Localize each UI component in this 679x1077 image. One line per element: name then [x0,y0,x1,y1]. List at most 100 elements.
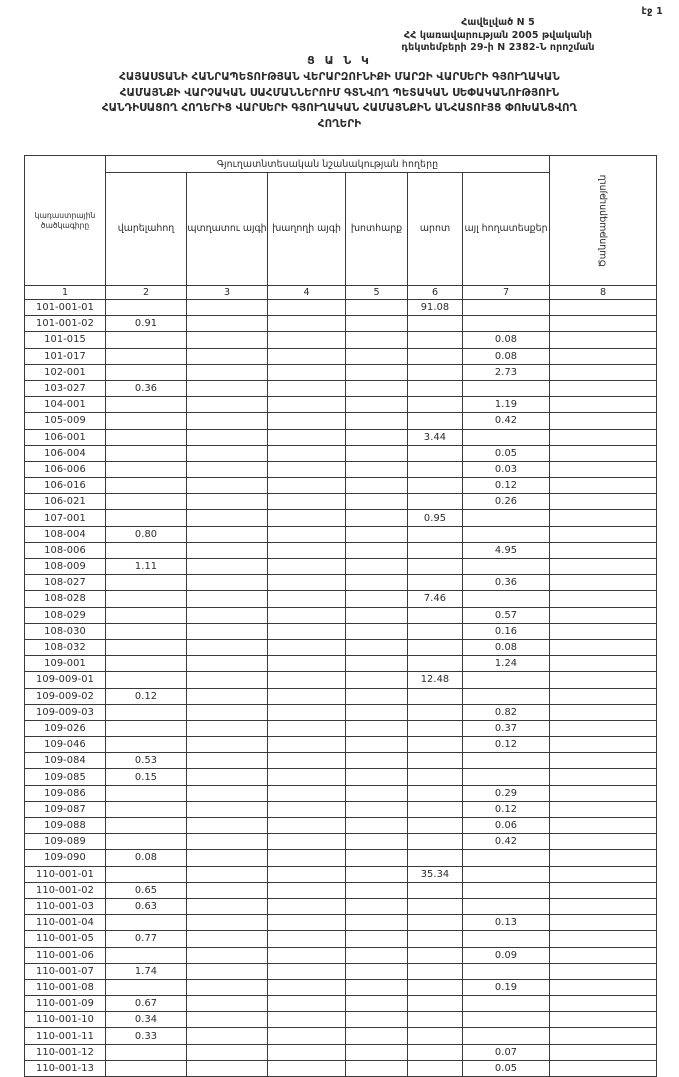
cell-notes [549,347,657,365]
table-row: 106-001 3.44 [24,428,657,446]
cell-orchard [186,655,268,673]
cell-pasture [407,655,463,673]
cell-pasture [407,978,463,997]
cell-orchard [186,816,268,835]
cell-vineyard [267,768,346,786]
cell-hayfield [345,557,408,576]
cell-hayfield [345,1027,408,1045]
cell-pasture [407,444,463,462]
cell-pasture [407,557,463,576]
table-body: 101-001-01 91.08 101-001-02 0.91 101-015 0.08… [24,298,657,1077]
cell-orchard [186,897,268,916]
table-row: 103-027 0.36 [24,379,657,398]
cell-other-lands [462,671,550,689]
cell-orchard [186,444,268,462]
table-row: 102-001 2.73 [24,363,657,381]
cell-notes [549,638,657,657]
cell-cadastral-code: 110-001-11 [24,1027,106,1045]
cell-pasture [407,412,463,430]
cell-notes [549,833,657,851]
cell-hayfield [345,347,408,365]
cell-orchard [186,493,268,511]
cell-hayfield [345,1059,408,1077]
cell-notes [549,962,657,980]
cell-other-lands: 0.26 [462,493,550,511]
cell-pasture [407,962,463,980]
cell-pasture [407,914,463,932]
cell-hayfield [345,687,408,705]
cell-arable-land [105,638,187,657]
cell-cadastral-code: 109-088 [24,816,106,835]
cell-notes [549,590,657,608]
cell-orchard [186,412,268,430]
page-number: էջ 1 [641,6,663,17]
cell-other-lands [462,687,550,705]
cell-cadastral-code: 107-001 [24,509,106,527]
cell-other-lands [462,428,550,446]
table-row: 109-086 0.29 [24,784,657,802]
cell-notes [549,946,657,964]
cell-hayfield [345,298,408,317]
cell-pasture [407,525,463,543]
cell-other-lands: 0.05 [462,444,550,462]
table-row: 110-001-10 0.34 [24,1011,657,1029]
header-hayfield: խոտհարք [345,172,408,286]
table-row: 108-006 4.95 [24,541,657,560]
cell-hayfield [345,574,408,592]
cell-hayfield [345,655,408,673]
table-row: 108-029 0.57 [24,606,657,624]
cell-vineyard [267,736,346,754]
cell-arable-land: 1.11 [105,557,187,576]
cell-other-lands [462,590,550,608]
cell-vineyard [267,800,346,819]
cell-vineyard [267,784,346,802]
cell-hayfield [345,477,408,495]
cell-vineyard [267,525,346,543]
table-row: 101-015 0.08 [24,331,657,349]
cell-pasture [407,995,463,1013]
table-row: 110-001-13 0.05 [24,1059,657,1077]
cell-vineyard [267,557,346,576]
cell-pasture [407,833,463,851]
cell-arable-land [105,363,187,381]
cell-cadastral-code: 110-001-07 [24,962,106,980]
cell-cadastral-code: 106-016 [24,477,106,495]
column-number-7: 7 [462,285,550,300]
cell-orchard [186,363,268,381]
column-number-4: 4 [267,285,346,300]
cell-pasture [407,1043,463,1061]
cell-arable-land [105,719,187,738]
cell-cadastral-code: 109-009-03 [24,703,106,721]
table-row: 110-001-07 1.74 [24,962,657,980]
cell-cadastral-code: 101-015 [24,331,106,349]
table-head: կադաստրային ծածկագիրը Գյուղատնտեսական նշ… [24,155,657,300]
cell-vineyard [267,315,346,333]
cell-orchard [186,752,268,770]
cell-arable-land: 0.80 [105,525,187,543]
cell-notes [549,671,657,689]
cell-orchard [186,930,268,948]
cell-other-lands: 1.19 [462,396,550,414]
cell-orchard [186,833,268,851]
cell-other-lands [462,881,550,899]
cell-notes [549,736,657,754]
cell-orchard [186,525,268,543]
cell-hayfield [345,816,408,835]
cell-arable-land: 0.91 [105,315,187,333]
cell-arable-land [105,574,187,592]
cell-other-lands: 0.29 [462,784,550,802]
cell-orchard [186,962,268,980]
column-number-6: 6 [407,285,463,300]
cell-pasture [407,881,463,899]
table-row: 106-006 0.03 [24,460,657,479]
table-row: 108-004 0.80 [24,525,657,543]
cell-cadastral-code: 108-028 [24,590,106,608]
cell-hayfield [345,379,408,398]
cell-other-lands: 0.09 [462,946,550,964]
cell-notes [549,428,657,446]
table-row: 101-017 0.08 [24,347,657,365]
cell-other-lands: 0.08 [462,331,550,349]
cell-hayfield [345,768,408,786]
cell-arable-land [105,509,187,527]
cell-notes [549,768,657,786]
